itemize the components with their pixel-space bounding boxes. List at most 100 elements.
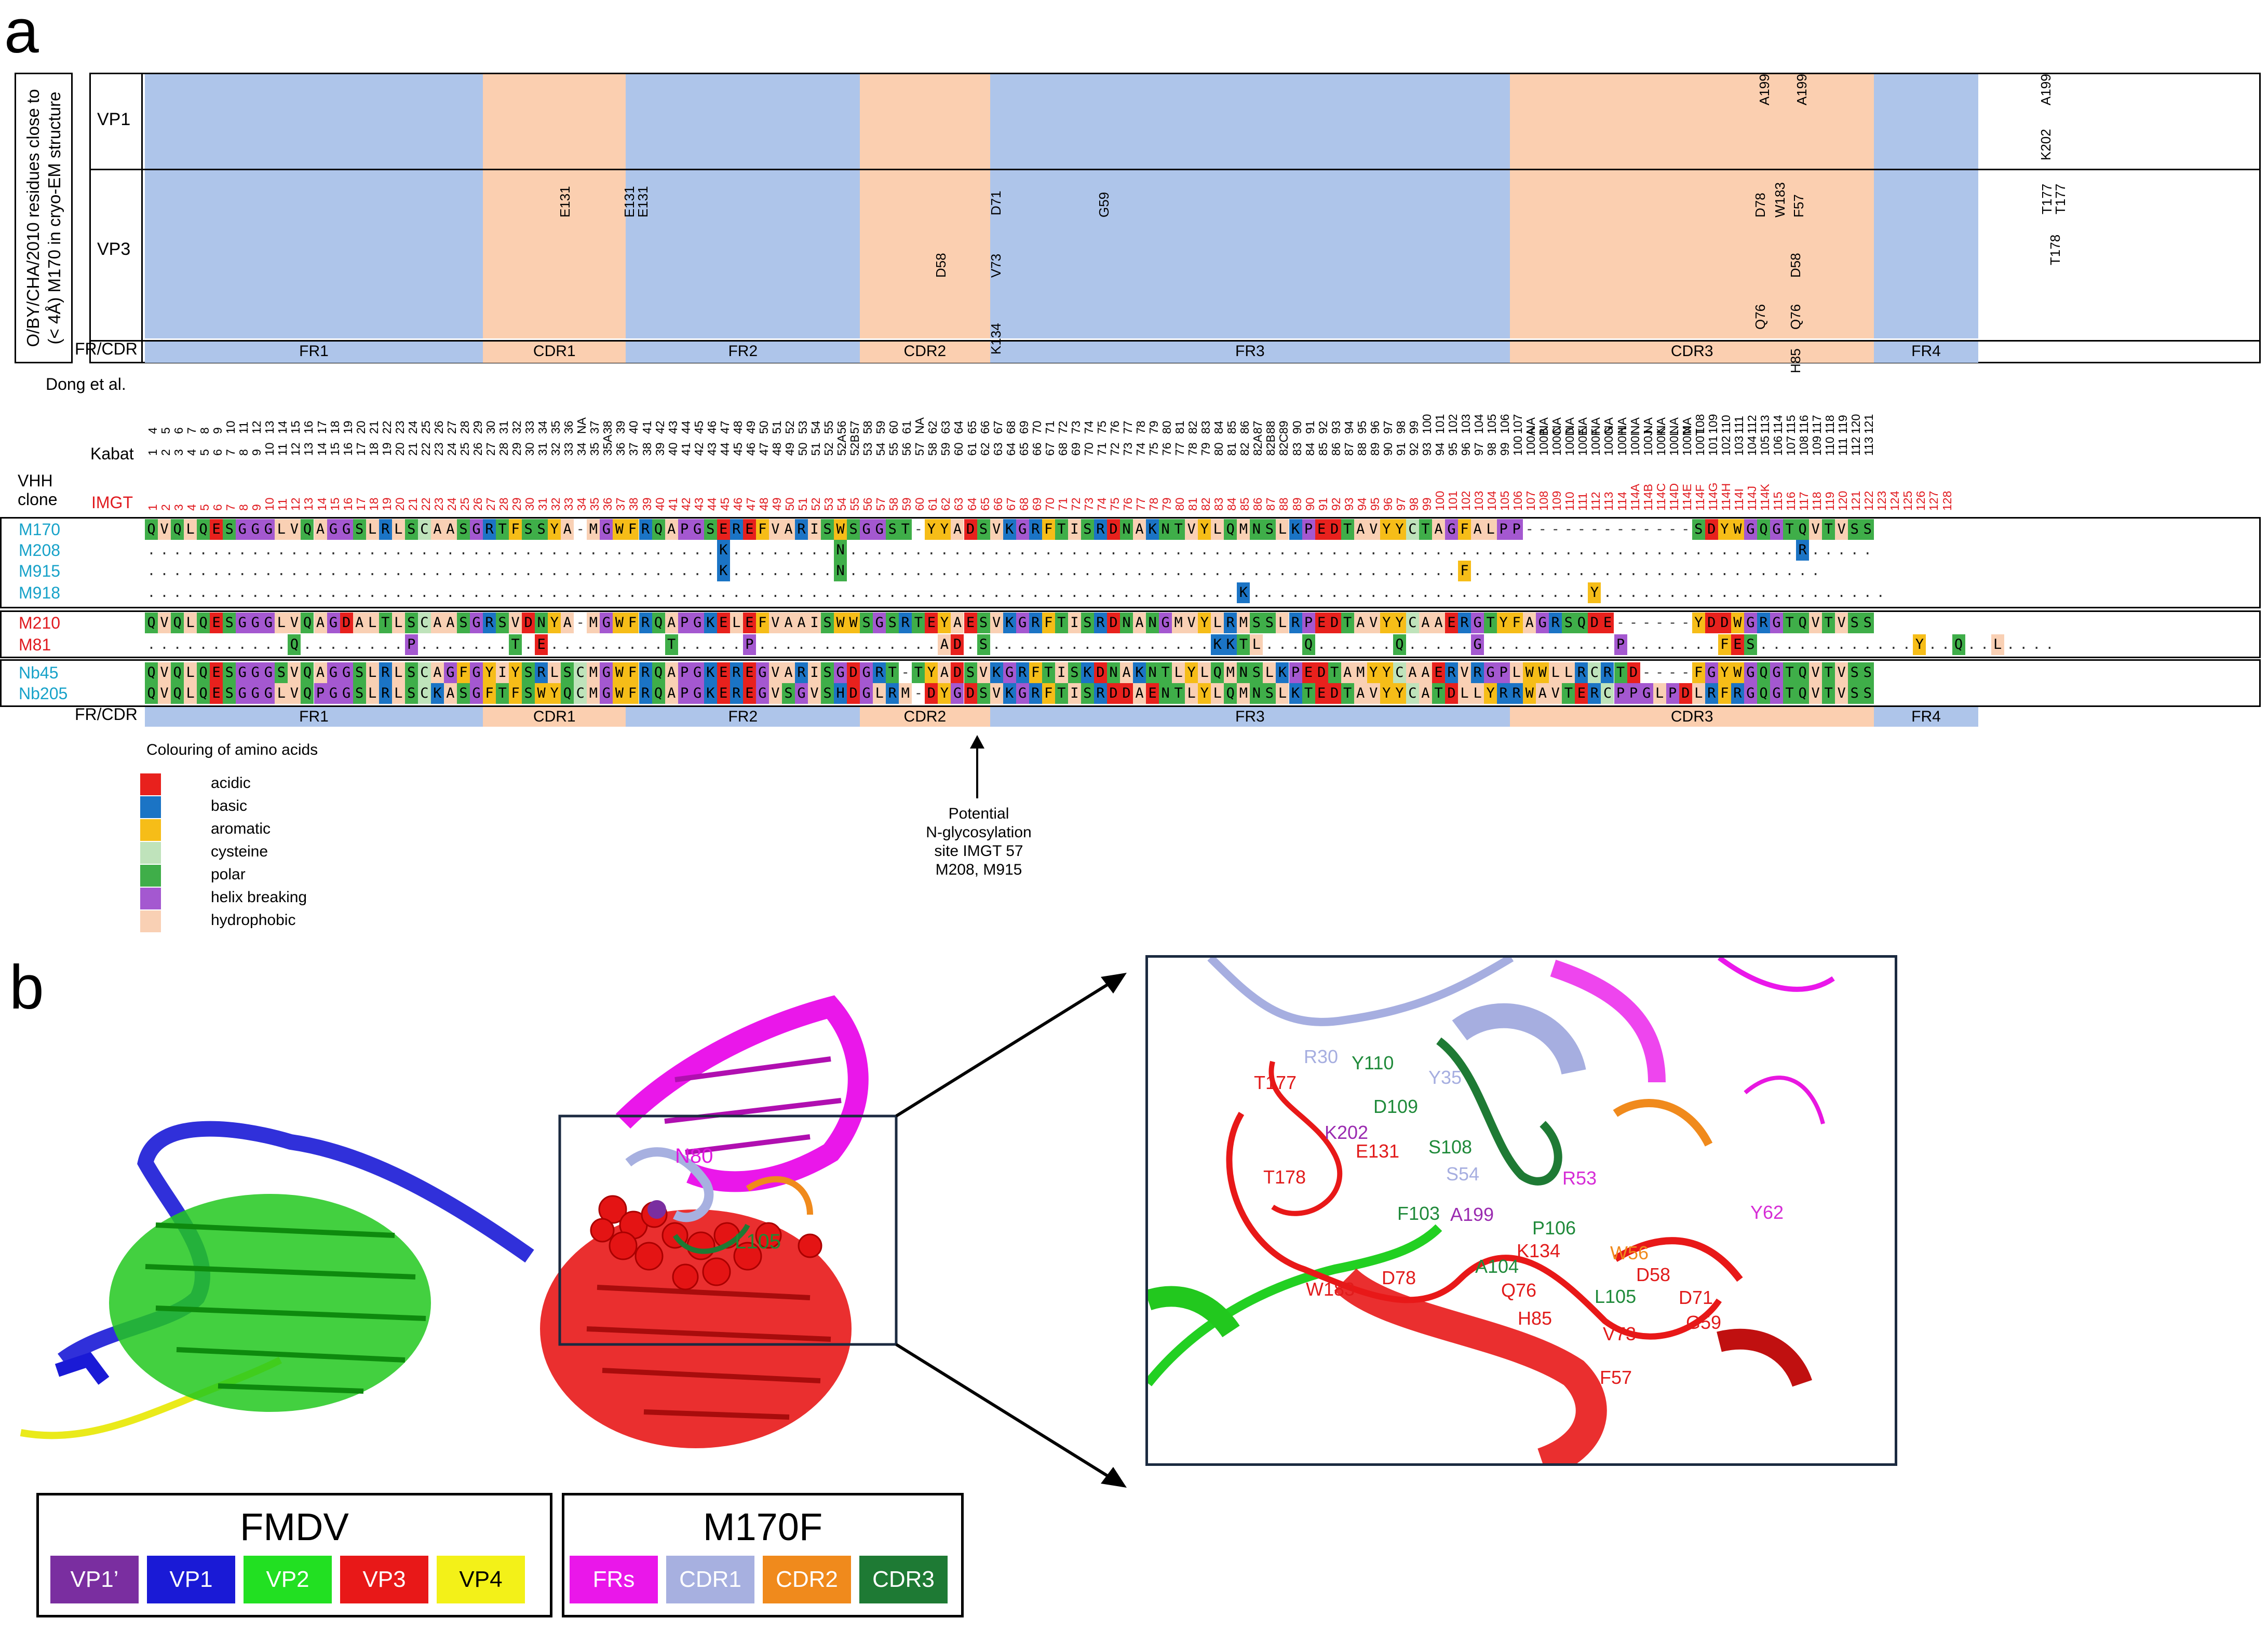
dong-nums-53: 56 [835,420,849,434]
dong-nums-54: 57 [848,420,862,434]
imgt-nums-51: 52 [809,497,823,511]
residue: T [1341,613,1354,633]
residue: . [1174,563,1183,579]
residue: . [1213,563,1222,579]
residue: . [238,542,247,558]
residue: . [1499,636,1508,652]
residue: E [717,519,730,540]
residue: . [511,542,520,558]
residue: C [1601,683,1614,704]
kabat-nums-7: 8 [237,449,251,456]
residue: T [1055,613,1068,633]
residue: . [1044,542,1053,558]
residue: . [1343,636,1352,652]
kabat-nums-105: 100 [1511,436,1525,456]
residue: T [1783,519,1797,540]
residue: G [1484,662,1497,683]
region-label-fr3: FR3 [990,340,1510,363]
residue: M [1237,613,1250,633]
residue: V [1458,662,1472,683]
residue: D [1328,683,1341,704]
region-band-fr3 [990,74,1510,338]
imgt-nums-84: 85 [1238,497,1252,511]
residue: S [821,613,834,633]
imgt-nums-46: 47 [744,497,758,511]
kabat-nums-116: 100K [1654,428,1668,456]
residue: L [1250,634,1263,655]
zoom-label-f57: F57 [1600,1367,1632,1388]
dong-nums-39: 42 [653,420,667,434]
kabat-nums-27: 28 [497,442,511,456]
residue: . [667,563,676,579]
residue: A [430,662,444,683]
residue: . [1096,542,1105,558]
residue: E [1315,519,1328,540]
dong-nums-93: 95 [1355,420,1369,434]
legend-chip-frs: FRs [570,1556,658,1603]
residue: . [1148,542,1157,558]
residue: . [1590,563,1599,579]
residue: Q [1302,634,1315,655]
residue: K [1289,519,1302,540]
bottom-band-cdr3: CDR3 [1510,707,1874,727]
dong-nums-6: 10 [224,420,238,434]
residue: F [1718,634,1731,655]
residue: . [1603,584,1612,601]
residue: S [404,613,418,633]
glyco-note-line3: site IMGT 57 [934,842,1023,860]
residue: . [1018,584,1027,601]
residue: A [314,662,327,683]
residue: M [1224,662,1237,683]
residue: . [550,584,559,601]
residue: R [1497,683,1510,704]
residue: . [1148,584,1157,601]
residue: V [158,683,171,704]
residue: V [1367,613,1380,633]
kabat-nums-16: 17 [354,442,368,456]
residue: R [1757,613,1770,633]
residue: L [1198,662,1211,683]
residue: . [1174,542,1183,558]
residue: G [1770,662,1783,683]
residue: Q [145,519,158,540]
residue: Y [548,683,561,704]
zoom-selection-box [558,1114,898,1346]
residue: . [225,636,234,652]
residue: . [1798,636,1807,652]
residue: . [1265,636,1274,652]
residue: . [1525,542,1534,558]
residue: . [953,563,962,579]
imgt-nums-55: 56 [861,497,875,511]
residue: V [1367,683,1380,704]
residue: . [719,636,728,652]
legend-swatch [140,773,161,795]
imgt-nums-23: 24 [444,497,458,511]
imgt-nums-117: 114D [1667,483,1681,511]
imgt-nums-71: 72 [1069,497,1083,511]
bottom-band-cdr2: CDR2 [860,707,990,727]
residue: . [797,636,806,652]
dong-nums-18: 22 [380,420,394,434]
residue: D [1627,662,1640,683]
residue: R [379,662,392,683]
residue: R [483,519,496,540]
dong-nums-78: 80 [1160,420,1174,434]
residue: . [290,584,299,601]
kabat-nums-19: 20 [393,442,407,456]
residue: Y [1198,613,1211,633]
residue: . [641,542,650,558]
residue: . [888,584,897,601]
residue: W [1731,613,1744,633]
legend-title: Colouring of amino acids [146,741,318,758]
residue: . [355,636,364,652]
dong-nums-88: 90 [1290,420,1304,434]
residue: . [615,636,624,652]
residue: . [368,542,377,558]
residue: C [1406,519,1419,540]
residue: . [1876,584,1885,601]
imgt-nums-88: 89 [1290,497,1304,511]
dong-nums-71: 73 [1069,420,1083,434]
residue: Q [1211,662,1224,683]
residue: Y [1692,613,1705,633]
legend-label: basic [211,797,248,814]
